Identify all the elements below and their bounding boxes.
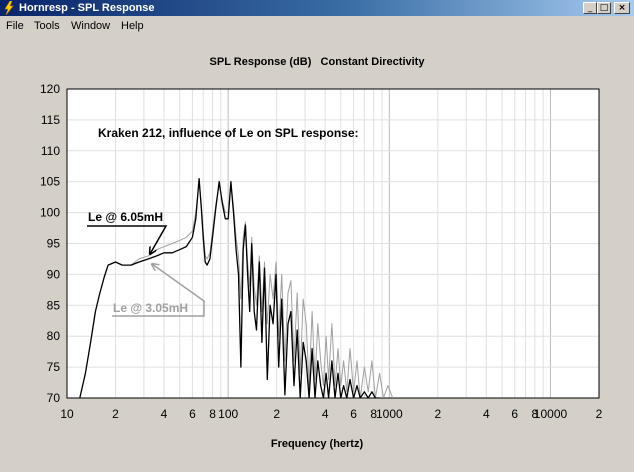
y-tick-label-3: 85 <box>47 298 61 312</box>
y-tick-label-8: 110 <box>41 144 60 158</box>
x-tick-label-15: 10000 <box>534 407 568 421</box>
x-tick-label-2: 4 <box>161 407 168 421</box>
series-line-0 <box>79 177 380 398</box>
x-tick-label-11: 2 <box>434 407 441 421</box>
y-tick-label-9: 115 <box>41 113 60 127</box>
x-tick-label-13: 6 <box>511 407 518 421</box>
menu-help[interactable]: Help <box>121 20 144 32</box>
x-tick-label-5: 100 <box>218 407 238 421</box>
x-tick-label-1: 2 <box>112 407 119 421</box>
plot-border <box>66 88 600 399</box>
x-tick-label-7: 4 <box>322 407 329 421</box>
y-tick-label-2: 80 <box>47 329 61 343</box>
annotation-label-a: Le @ 6.05mH <box>88 210 163 224</box>
menu-file[interactable]: File <box>6 20 24 32</box>
x-tick-label-12: 4 <box>483 407 490 421</box>
x-tick-label-16: 2 <box>596 407 603 421</box>
y-tick-label-5: 95 <box>47 237 61 251</box>
annotation-heading: Kraken 212, influence of Le on SPL respo… <box>98 126 359 140</box>
y-tick-label-1: 75 <box>47 360 61 374</box>
menu-window[interactable]: Window <box>71 20 111 32</box>
menu-bar: File Tools Window Help <box>0 17 634 36</box>
x-tick-label-3: 6 <box>189 407 196 421</box>
window-title: Hornresp - SPL Response <box>19 2 155 14</box>
y-tick-label-7: 105 <box>40 175 60 189</box>
chart-title: SPL Response (dB) Constant Directivity <box>209 56 425 68</box>
hornresp-lightning-icon <box>4 1 14 15</box>
x-axis-title: Frequency (hertz) <box>270 438 364 450</box>
y-tick-label-0: 70 <box>47 391 61 405</box>
y-tick-label-10: 120 <box>40 82 60 96</box>
minimize-button[interactable]: _ <box>583 2 597 14</box>
maximize-button[interactable]: □ <box>597 2 611 14</box>
x-tick-label-0: 10 <box>60 407 74 421</box>
x-tick-label-10: 1000 <box>376 407 403 421</box>
annotation-arrow-a <box>87 225 168 254</box>
x-tick-label-6: 2 <box>273 407 280 421</box>
close-button[interactable]: × <box>614 2 630 14</box>
series-group <box>79 177 394 398</box>
y-tick-label-4: 90 <box>47 267 61 281</box>
x-tick-label-9: 8 <box>370 407 377 421</box>
x-tick-label-14: 8 <box>532 407 539 421</box>
annotation-label-b: Le @ 3.05mH <box>113 301 188 315</box>
annotation-arrow-b <box>112 264 205 317</box>
menu-tools[interactable]: Tools <box>34 20 60 32</box>
title-bar: Hornresp - SPL Response _ □ × <box>0 0 634 16</box>
y-tick-label-6: 100 <box>40 206 60 220</box>
x-tick-label-4: 8 <box>209 407 216 421</box>
x-tick-label-8: 6 <box>350 407 357 421</box>
